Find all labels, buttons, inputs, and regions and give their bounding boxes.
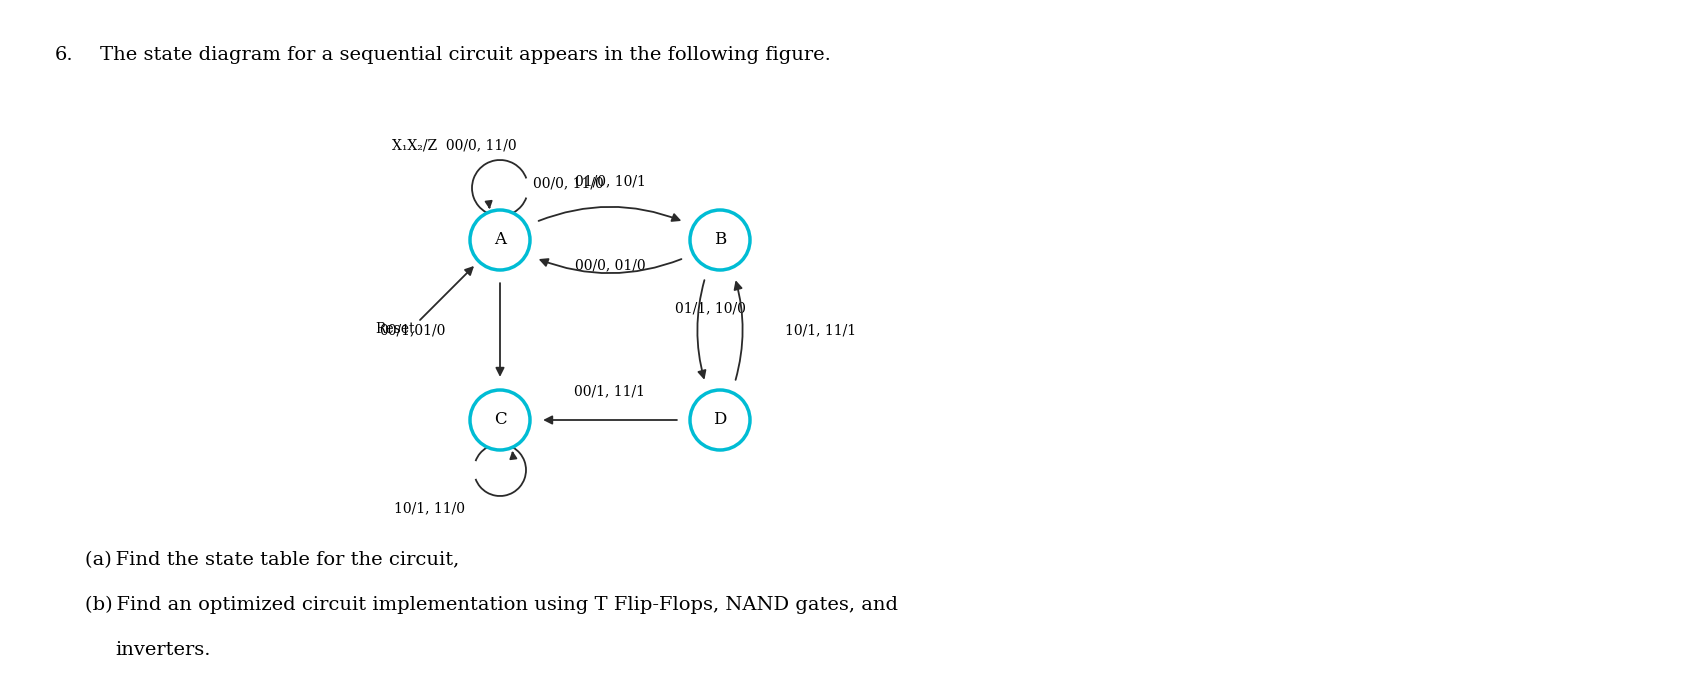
Text: (a) Find the state table for the circuit,: (a) Find the state table for the circuit… <box>85 551 460 569</box>
Text: 01/1, 10/0: 01/1, 10/0 <box>675 301 745 315</box>
Circle shape <box>691 390 750 450</box>
Text: 6.: 6. <box>54 46 73 64</box>
Circle shape <box>691 210 750 270</box>
Text: 00/0, 01/0: 00/0, 01/0 <box>575 258 645 272</box>
Text: The state diagram for a sequential circuit appears in the following figure.: The state diagram for a sequential circu… <box>100 46 832 64</box>
Text: A: A <box>494 231 506 249</box>
Circle shape <box>470 390 529 450</box>
Text: 00/1, 11/1: 00/1, 11/1 <box>575 384 645 398</box>
Text: C: C <box>494 412 506 428</box>
Text: inverters.: inverters. <box>115 641 210 659</box>
Text: 10/1, 11/1: 10/1, 11/1 <box>786 323 855 337</box>
Text: Reset: Reset <box>375 322 416 336</box>
Text: (b) Find an optimized circuit implementation using T Flip-Flops, NAND gates, and: (b) Find an optimized circuit implementa… <box>85 596 898 614</box>
Text: 00/1,01/0: 00/1,01/0 <box>378 323 445 337</box>
Text: D: D <box>713 412 726 428</box>
Text: 10/1, 11/0: 10/1, 11/0 <box>394 501 465 515</box>
Text: 01/0, 10/1: 01/0, 10/1 <box>575 174 645 188</box>
Text: X₁X₂/Z  00/0, 11/0: X₁X₂/Z 00/0, 11/0 <box>392 138 516 152</box>
Text: 00/0, 11/0: 00/0, 11/0 <box>533 176 604 190</box>
Circle shape <box>470 210 529 270</box>
Text: B: B <box>714 231 726 249</box>
